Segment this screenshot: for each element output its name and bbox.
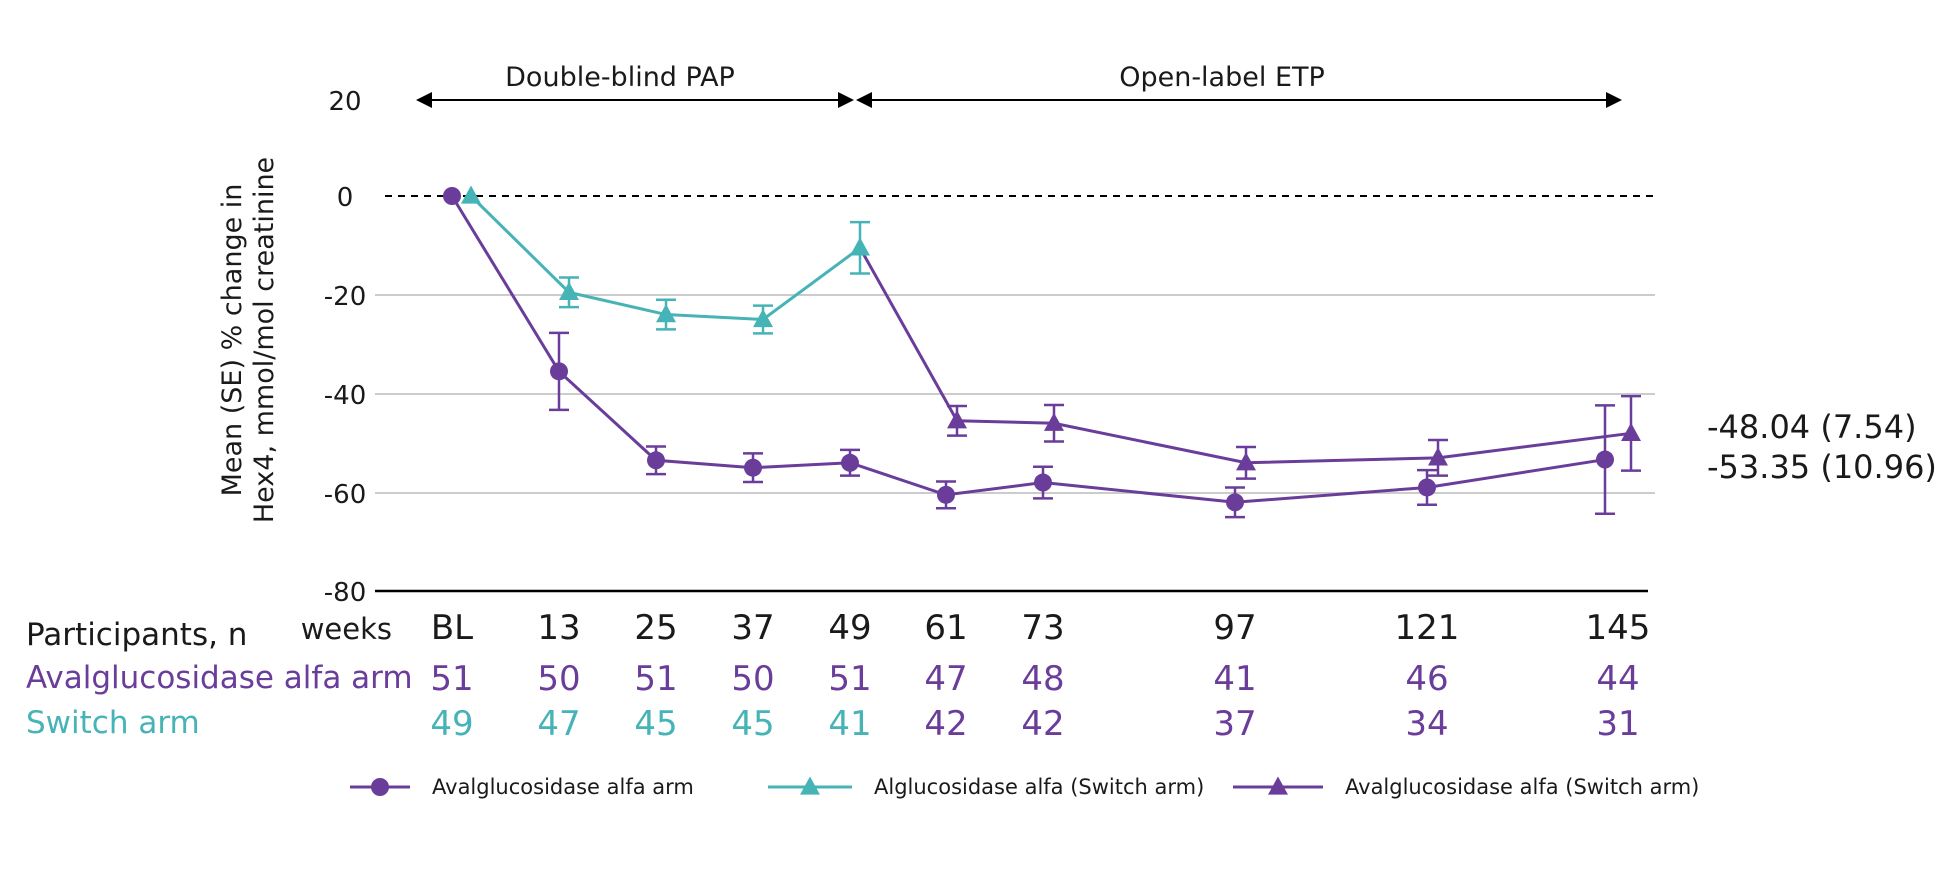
participant-count: 34	[1405, 704, 1448, 744]
legend: Avalglucosidase alfa arm Alglucosidase al…	[350, 775, 1699, 799]
x-tick-label: 49	[828, 608, 871, 648]
participant-count: 31	[1596, 704, 1639, 744]
participant-count: 50	[731, 659, 774, 699]
legend-label: Alglucosidase alfa (Switch arm)	[874, 775, 1204, 799]
participant-count: 42	[1021, 704, 1064, 744]
data-point	[443, 187, 461, 205]
legend-swatch-marker	[800, 776, 820, 795]
x-tick-label: 73	[1021, 608, 1064, 648]
data-point	[559, 281, 579, 300]
data-point	[1596, 450, 1614, 469]
participant-count: 51	[828, 659, 871, 699]
participants-title: Participants, n	[26, 617, 247, 653]
row-label-avalglucosidase-arm: Avalglucosidase alfa arm	[26, 660, 413, 696]
y-tick-label: -60	[324, 480, 366, 510]
participant-count: 47	[537, 704, 580, 744]
phase-arrow-pap-left-head	[416, 92, 432, 108]
participant-count: 41	[1213, 659, 1256, 699]
data-point	[461, 185, 481, 204]
data-point	[841, 453, 859, 472]
series-markers	[443, 185, 1641, 512]
y-tick-label: 20	[328, 87, 361, 117]
series-line	[858, 247, 1632, 465]
data-point	[937, 485, 955, 504]
y-tick-label: 0	[337, 183, 354, 213]
data-point	[1044, 412, 1064, 431]
y-axis-title-line-1: Mean (SE) % change in	[217, 184, 248, 497]
phase-label-pap: Double-blind PAP	[505, 62, 735, 93]
end-label-switch-arm: -48.04 (7.54)	[1707, 408, 1917, 446]
data-point	[850, 237, 870, 256]
participant-counts: 51 50 51 50 51 47 48 41 46 44 49 47 45 45 41 42 42 37 34 31	[430, 659, 1639, 744]
phase-arrow-etp-right-head	[1606, 92, 1622, 108]
legend-label: Avalglucosidase alfa arm	[432, 775, 694, 799]
weeks-label: weeks	[301, 612, 392, 646]
x-tick-label: 97	[1213, 608, 1256, 648]
data-point	[1621, 422, 1641, 441]
series-line	[450, 195, 1606, 504]
data-point	[647, 451, 665, 470]
y-axis-title-line-2: Hex4, mmol/mol creatinine	[249, 157, 280, 523]
legend-swatch-marker	[1268, 776, 1288, 795]
x-tick-label: 25	[634, 608, 677, 648]
participant-count: 44	[1596, 659, 1639, 699]
participant-count: 51	[634, 659, 677, 699]
participant-count: 41	[828, 704, 871, 744]
participant-count: 48	[1021, 659, 1064, 699]
data-point	[1418, 478, 1436, 497]
x-tick-label: 13	[537, 608, 580, 648]
x-tick-labels: BL 13 25 37 49 61 73 97 121 145	[431, 608, 1651, 648]
data-point	[656, 304, 676, 323]
data-point	[1226, 493, 1244, 512]
y-axis-title: Mean (SE) % change in Hex4, mmol/mol cre…	[217, 157, 280, 523]
y-tick-label: -40	[324, 381, 366, 411]
participant-count: 46	[1405, 659, 1448, 699]
gridlines	[375, 195, 1655, 494]
participant-count: 51	[430, 659, 473, 699]
phase-label-etp: Open-label ETP	[1119, 62, 1325, 93]
legend-swatch-marker	[371, 778, 389, 796]
participant-count: 45	[634, 704, 677, 744]
x-tick-label: 61	[924, 608, 967, 648]
participant-count: 50	[537, 659, 580, 699]
phase-annotations: Double-blind PAP Open-label ETP	[416, 62, 1622, 108]
x-tick-label: BL	[431, 608, 473, 648]
error-bars	[549, 220, 1641, 519]
data-point	[1034, 473, 1052, 492]
data-point	[753, 308, 773, 328]
phase-arrow-etp-left-head	[856, 92, 872, 108]
x-tick-label: 37	[731, 608, 774, 648]
data-point	[1236, 452, 1256, 471]
participant-count: 49	[430, 704, 473, 744]
x-tick-label: 145	[1586, 608, 1651, 648]
participant-count: 42	[924, 704, 967, 744]
y-tick-label: -20	[324, 282, 366, 312]
participant-count: 37	[1213, 704, 1256, 744]
row-label-switch-arm: Switch arm	[26, 705, 200, 741]
phase-arrow-pap-right-head	[838, 92, 854, 108]
end-label-avalglucosidase-arm: -53.35 (10.96)	[1707, 448, 1937, 486]
participant-count: 45	[731, 704, 774, 744]
data-point	[550, 362, 568, 381]
data-point	[744, 458, 762, 477]
data-point	[1428, 447, 1448, 466]
series-lines	[450, 194, 1632, 504]
data-point	[947, 410, 967, 429]
x-tick-label: 121	[1395, 608, 1460, 648]
y-tick-label: -80	[324, 578, 366, 608]
y-tick-labels: 20 0 -20 -40 -60 -80	[324, 87, 366, 608]
participant-count: 47	[924, 659, 967, 699]
legend-label: Avalglucosidase alfa (Switch arm)	[1345, 775, 1699, 799]
